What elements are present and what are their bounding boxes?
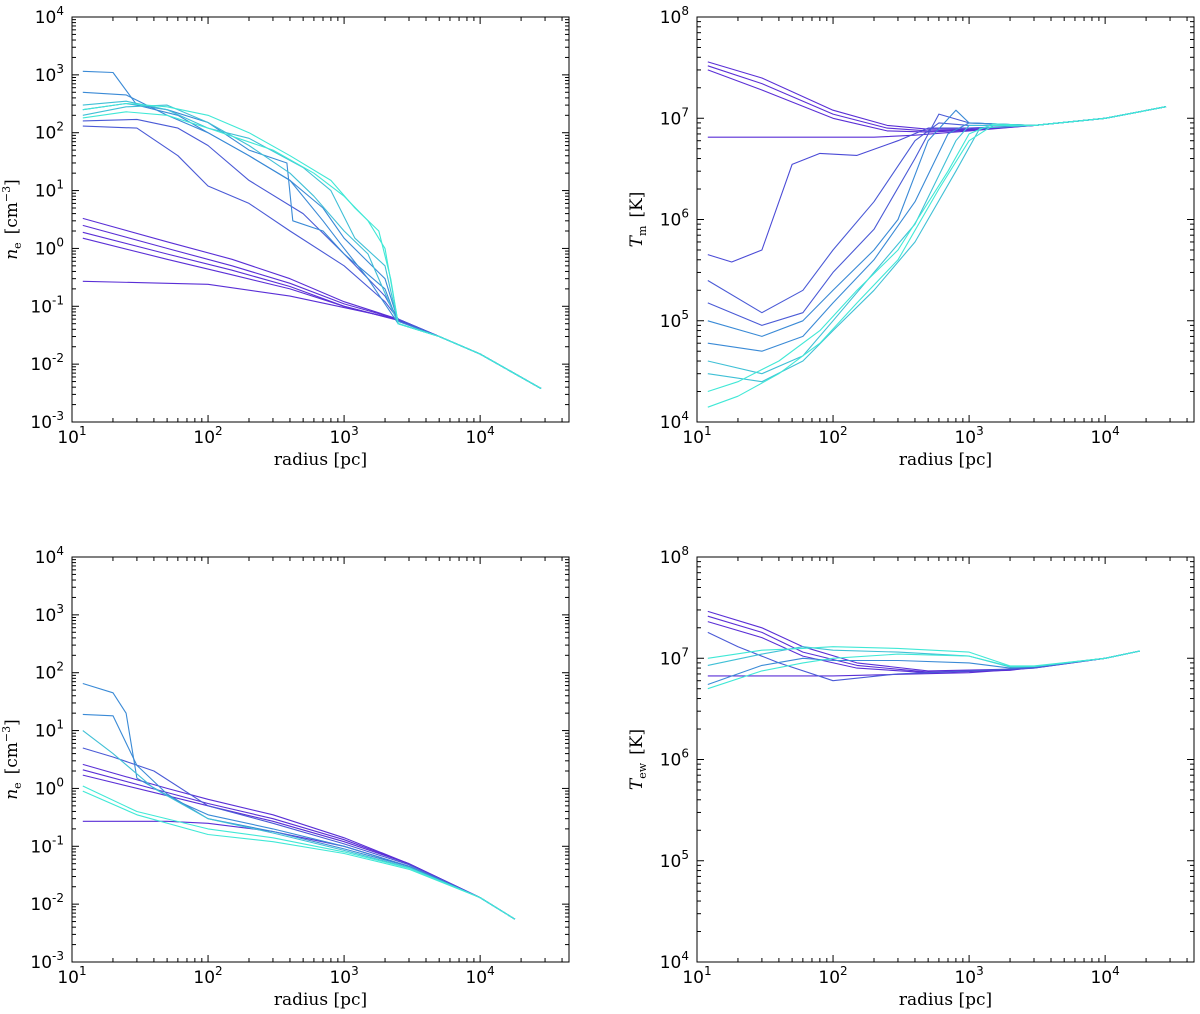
series-line-9 [82, 102, 542, 389]
y-tick-label: 106 [660, 207, 689, 231]
x-tick-label: 104 [465, 964, 494, 988]
y-tick-label: 105 [660, 308, 689, 332]
series-line-11 [707, 106, 1167, 383]
series-line-1 [82, 820, 516, 920]
series-line-7 [82, 118, 542, 389]
y-tick-label: 10-2 [30, 351, 64, 375]
x-tick-label: 101 [682, 424, 711, 448]
y-tick-label: 106 [660, 747, 689, 771]
series-group [82, 70, 542, 389]
y-tick-label: 10-3 [30, 949, 64, 973]
series-line-5 [707, 106, 1167, 263]
x-tick-label: 101 [57, 424, 86, 448]
x-tick-label: 102 [193, 424, 222, 448]
series-line-3 [82, 769, 516, 920]
x-tick-label: 103 [954, 424, 983, 448]
y-tick-label: 107 [660, 105, 689, 129]
x-tick-label: 102 [818, 424, 847, 448]
y-axis-label: ne[cm−3] [0, 719, 24, 800]
y-axis-label: ne[cm−3] [0, 179, 24, 260]
panel-tew-bottom-right: 101 102 103 104 104 105 106 107 108 radius [pc] Te… [627, 544, 1195, 1010]
series-line-11 [82, 104, 542, 389]
y-tick-label: 104 [660, 949, 689, 973]
x-tick-label: 101 [57, 964, 86, 988]
x-axis-label: radius [pc] [274, 990, 367, 1010]
plot-frame [696, 556, 1195, 963]
series-line-1 [707, 106, 1167, 138]
y-tick-label: 10-1 [30, 833, 64, 857]
y-tick-label: 105 [660, 848, 689, 872]
y-tick-label: 104 [35, 4, 64, 28]
x-tick-label: 102 [818, 964, 847, 988]
series-line-7 [82, 713, 516, 920]
series-group [82, 682, 516, 920]
y-tick-label: 10-1 [30, 293, 64, 317]
y-tick-label: 104 [35, 544, 64, 568]
x-axis-label: radius [pc] [899, 450, 992, 470]
plot-frame [71, 556, 570, 963]
x-tick-label: 104 [1090, 424, 1119, 448]
y-tick-label: 102 [35, 120, 64, 144]
plot-frame [696, 16, 1195, 423]
series-line-10 [707, 106, 1167, 375]
series-line-9 [82, 785, 516, 920]
x-tick-label: 103 [329, 964, 358, 988]
y-tick-label: 100 [35, 235, 64, 259]
series-line-14 [82, 111, 542, 389]
x-tick-label: 102 [193, 964, 222, 988]
y-tick-label: 108 [660, 544, 689, 568]
series-line-1 [82, 280, 542, 389]
series-line-6 [707, 650, 1141, 686]
y-tick-label: 103 [35, 602, 64, 626]
y-axis-label: Tm[K] [627, 192, 649, 248]
series-line-3 [707, 65, 1167, 132]
series-line-13 [82, 102, 542, 389]
y-tick-label: 103 [35, 62, 64, 86]
y-axis-label: Tew[K] [627, 729, 649, 790]
series-line-5 [82, 237, 542, 389]
plot-frame [71, 16, 570, 423]
series-line-4 [707, 69, 1167, 133]
panel-ne-top-left: 101 102 103 104 10-3 10-2 10-1 100 101 102 103 104 r… [0, 4, 570, 470]
y-tick-label: 102 [35, 660, 64, 684]
series-line-7 [707, 106, 1167, 326]
series-line-8 [707, 106, 1167, 337]
series-line-9 [707, 650, 1141, 690]
series-line-10 [82, 790, 516, 920]
series-line-6 [82, 125, 542, 389]
y-tick-label: 101 [35, 178, 64, 202]
series-line-8 [82, 730, 516, 920]
series-group [707, 61, 1167, 408]
series-line-9 [707, 106, 1167, 352]
x-axis-label: radius [pc] [274, 450, 367, 470]
series-line-4 [707, 621, 1141, 674]
series-line-8 [82, 70, 542, 389]
x-tick-label: 103 [954, 964, 983, 988]
series-line-10 [82, 91, 542, 389]
y-tick-label: 10-3 [30, 409, 64, 433]
panel-ne-bottom-left: 101 102 103 104 10-3 10-2 10-1 100 101 102 103 104 r… [0, 544, 570, 1010]
y-tick-label: 108 [660, 4, 689, 28]
x-axis-label: radius [pc] [899, 990, 992, 1010]
x-tick-label: 104 [1090, 964, 1119, 988]
series-line-13 [707, 106, 1167, 393]
x-tick-label: 104 [465, 424, 494, 448]
y-tick-label: 100 [35, 775, 64, 799]
series-line-4 [82, 774, 516, 920]
y-tick-label: 107 [660, 645, 689, 669]
series-group [707, 610, 1141, 690]
y-tick-label: 101 [35, 718, 64, 742]
y-tick-label: 10-2 [30, 891, 64, 915]
x-tick-label: 103 [329, 424, 358, 448]
series-line-5 [82, 747, 516, 920]
x-tick-label: 101 [682, 964, 711, 988]
